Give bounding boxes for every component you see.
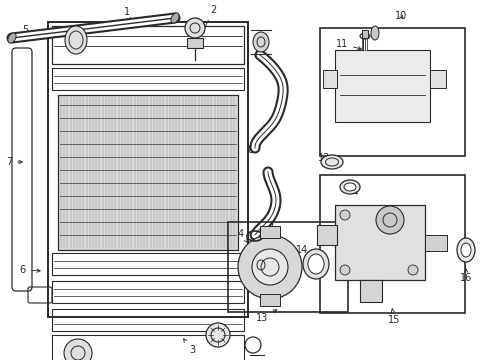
- Bar: [52, 309, 244, 331]
- Bar: [334, 50, 429, 122]
- Bar: [52, 335, 244, 360]
- Text: 10: 10: [394, 11, 407, 21]
- Bar: [260, 226, 280, 238]
- Circle shape: [407, 265, 417, 275]
- Text: 16: 16: [459, 269, 471, 283]
- Bar: [227, 222, 347, 312]
- Circle shape: [375, 206, 403, 234]
- Circle shape: [64, 339, 92, 360]
- Circle shape: [184, 18, 204, 38]
- Bar: [424, 235, 446, 251]
- Text: 15: 15: [387, 309, 400, 325]
- Bar: [316, 225, 336, 245]
- Bar: [260, 294, 280, 306]
- Bar: [52, 281, 244, 303]
- Ellipse shape: [359, 33, 369, 39]
- Circle shape: [339, 265, 349, 275]
- Circle shape: [251, 249, 287, 285]
- Bar: [319, 175, 464, 313]
- Bar: [429, 70, 445, 88]
- Bar: [52, 68, 244, 90]
- Text: 1: 1: [123, 7, 130, 21]
- Circle shape: [205, 323, 229, 347]
- Bar: [359, 280, 381, 302]
- Circle shape: [238, 235, 302, 299]
- Text: 5: 5: [21, 25, 39, 35]
- Ellipse shape: [252, 32, 268, 52]
- Text: 6: 6: [20, 265, 40, 275]
- Text: 11: 11: [335, 39, 361, 50]
- Ellipse shape: [343, 183, 355, 191]
- Ellipse shape: [339, 180, 359, 194]
- Bar: [334, 205, 424, 280]
- Text: 7: 7: [6, 157, 22, 167]
- Ellipse shape: [252, 255, 268, 275]
- Bar: [323, 70, 336, 88]
- Ellipse shape: [303, 249, 328, 279]
- Bar: [52, 253, 244, 275]
- Circle shape: [339, 210, 349, 220]
- Ellipse shape: [307, 254, 324, 274]
- Ellipse shape: [65, 26, 87, 54]
- Text: 14: 14: [295, 245, 309, 261]
- Ellipse shape: [8, 33, 16, 43]
- Bar: [361, 30, 367, 38]
- Text: 8: 8: [247, 141, 257, 155]
- Text: 2: 2: [201, 5, 216, 35]
- Bar: [48, 22, 247, 317]
- Ellipse shape: [320, 155, 342, 169]
- Bar: [58, 95, 238, 250]
- Ellipse shape: [460, 243, 470, 257]
- Ellipse shape: [456, 238, 474, 262]
- Bar: [319, 28, 464, 156]
- Text: 3: 3: [183, 339, 195, 355]
- Bar: [52, 26, 244, 64]
- Bar: [186, 38, 203, 48]
- Text: 12: 12: [317, 153, 329, 163]
- Text: 17: 17: [339, 183, 357, 194]
- Ellipse shape: [370, 26, 378, 40]
- Text: 13: 13: [256, 310, 276, 323]
- Text: 4: 4: [238, 229, 247, 242]
- Ellipse shape: [171, 13, 179, 23]
- Text: 9: 9: [270, 205, 280, 229]
